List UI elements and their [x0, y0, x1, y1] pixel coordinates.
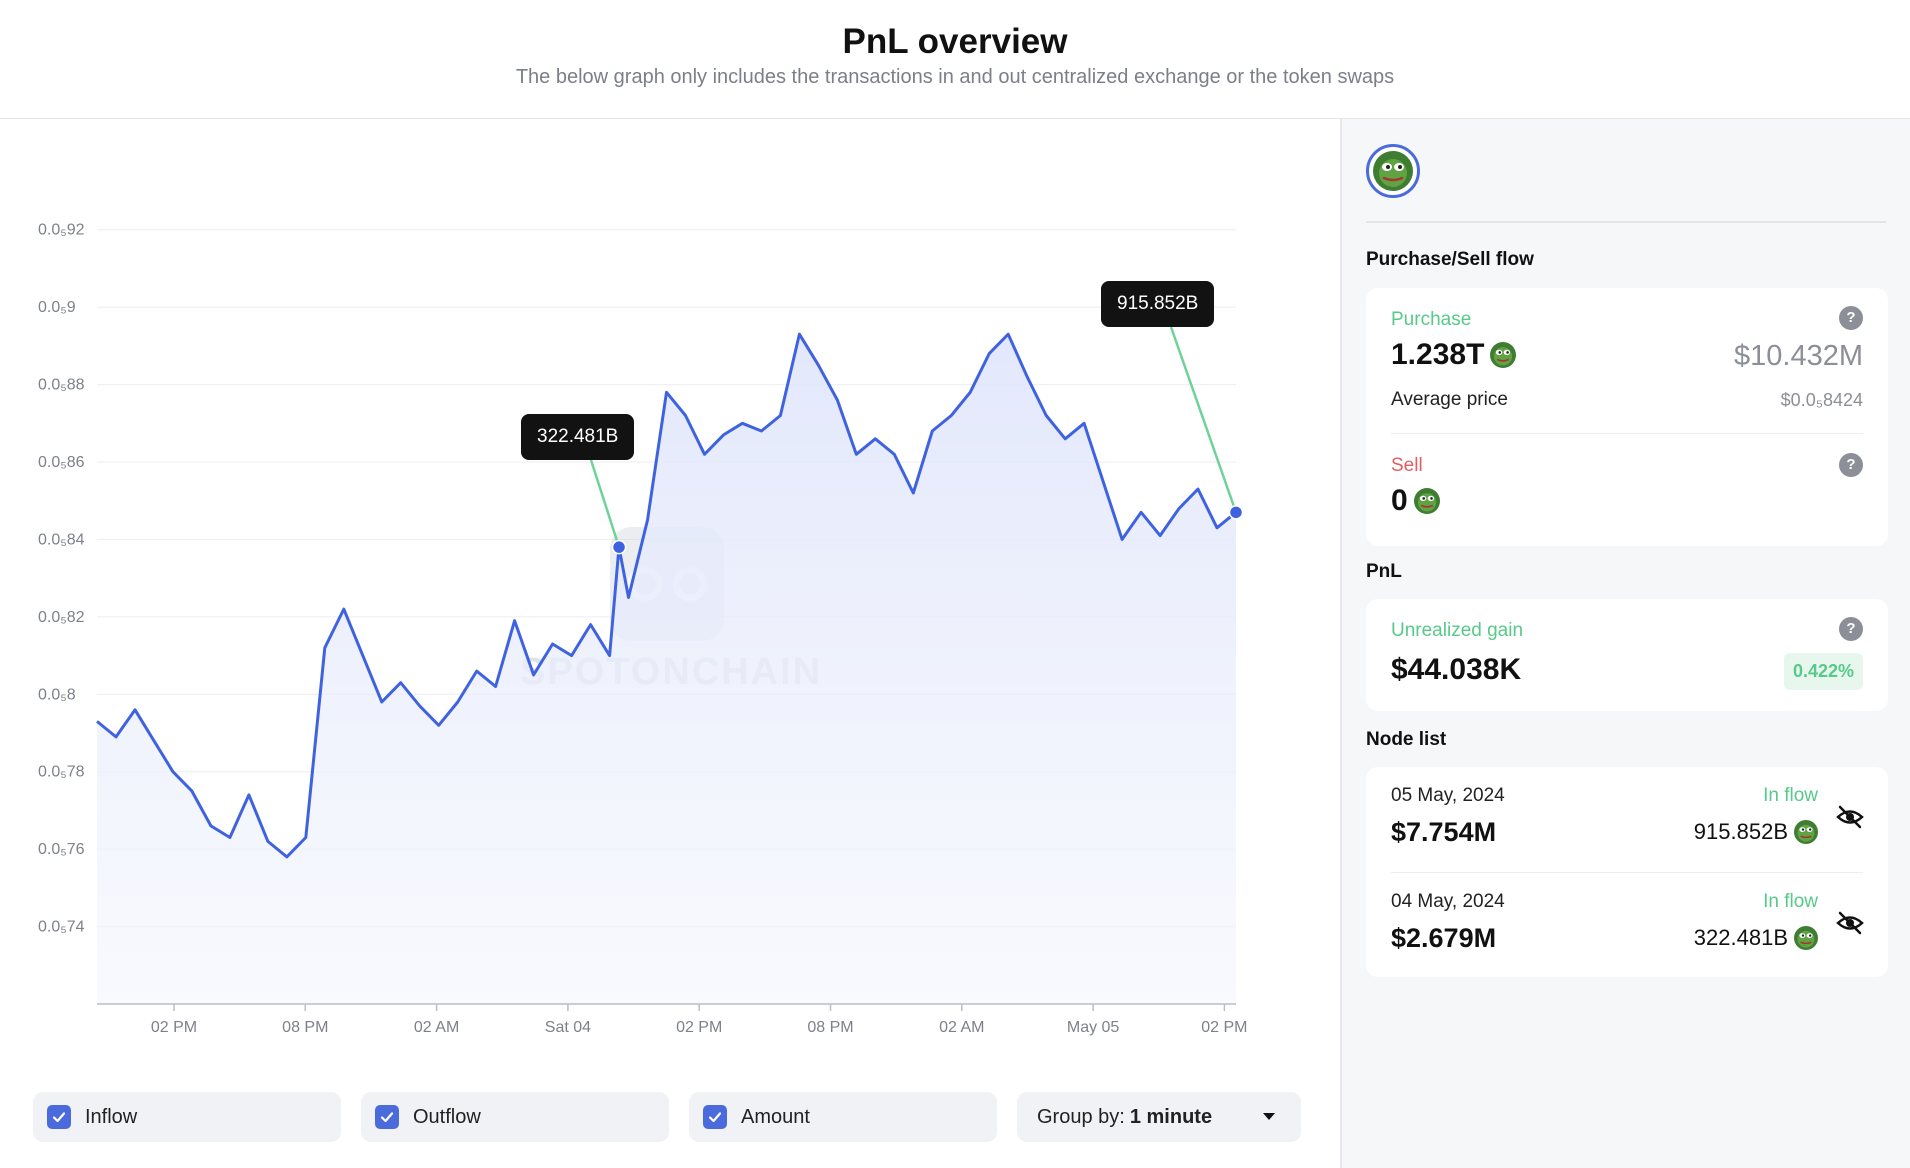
sell-amount: 0: [1391, 484, 1408, 517]
x-tick-label: 08 PM: [282, 1019, 328, 1036]
annotation-marker: [611, 539, 627, 555]
node-tooltip-915b: 915.852B: [1101, 281, 1215, 327]
purchase-sell-title: Purchase/Sell flow: [1366, 249, 1534, 270]
node-tooltip-322b: 322.481B: [521, 414, 635, 460]
node-date: 05 May, 2024: [1391, 785, 1505, 806]
caret-down-icon: [1263, 1113, 1275, 1120]
y-tick-label: 0.0₅84: [38, 531, 85, 548]
sell-amount-row: 0: [1391, 484, 1440, 518]
average-price-value: $0.0₅8424: [1780, 390, 1863, 410]
panel-divider: [1340, 119, 1342, 1168]
purchase-label: Purchase: [1391, 309, 1472, 330]
purchase-amount: 1.238T: [1391, 338, 1485, 371]
x-tick-label: 02 PM: [676, 1019, 722, 1036]
eye-off-icon[interactable]: [1836, 911, 1864, 935]
pnl-line-chart: 0.0₅92 0.0₅9 0.0₅88 0.0₅86 0.0₅84 0.0₅82 0.0₅8…: [38, 222, 1248, 1036]
y-tick-label: 0.0₅9: [38, 299, 76, 316]
page-header: PnL overview The below graph only includ…: [0, 0, 1910, 119]
node-value: $2.679M: [1391, 923, 1497, 953]
amount-label: Amount: [741, 1105, 810, 1128]
node-amount: 915.852B: [1693, 819, 1788, 844]
y-tick-label: 0.0₅86: [38, 454, 85, 471]
inflow-label: Inflow: [85, 1105, 138, 1128]
series-line-price: [96, 332, 1237, 859]
node-date: 04 May, 2024: [1391, 891, 1505, 912]
group-by-label: Group by:: [1037, 1105, 1125, 1128]
y-tick-label: 0.0₅82: [38, 609, 85, 626]
x-tick-label: 08 PM: [807, 1019, 853, 1036]
unrealized-gain-label: Unrealized gain: [1391, 620, 1524, 641]
unrealized-gain-value: $44.038K: [1391, 653, 1522, 686]
y-tick-label: 0.0₅78: [38, 764, 85, 781]
side-panel: Purchase/Sell flow Purchase ? 1.238T $10…: [1342, 119, 1910, 1168]
unrealized-gain-percent: 0.422%: [1783, 653, 1863, 690]
node-value: $7.754M: [1391, 817, 1497, 847]
outflow-toggle[interactable]: Outflow: [361, 1092, 669, 1142]
pepe-token-icon: [1794, 820, 1818, 844]
node-amount: 322.481B: [1693, 925, 1788, 950]
pepe-token-icon: [1490, 342, 1517, 368]
group-by-select[interactable]: Group by: 1 minute: [1017, 1092, 1301, 1142]
outflow-label: Outflow: [413, 1105, 481, 1128]
node-flow: In flow: [1763, 891, 1818, 912]
x-tick-label: May 05: [1067, 1019, 1120, 1036]
y-tick-label: 0.0₅92: [38, 222, 85, 239]
y-tick-label: 0.0₅76: [38, 841, 85, 858]
node-list-card: 05 May, 2024 $7.754M In flow 915.852B: [1366, 767, 1888, 977]
sell-label: Sell: [1391, 455, 1423, 476]
purchase-value: $10.432M: [1734, 340, 1863, 372]
pepe-token-icon: [1794, 926, 1818, 950]
list-item[interactable]: 05 May, 2024 $7.754M In flow 915.852B: [1366, 767, 1888, 872]
pnl-section-title: PnL: [1366, 561, 1402, 582]
annotation-marker: [1228, 505, 1244, 520]
y-tick-label: 0.0₅74: [38, 919, 85, 936]
y-tick-label: 0.0₅88: [38, 377, 85, 394]
series-area: [97, 334, 1236, 1004]
help-icon[interactable]: ?: [1839, 453, 1863, 477]
node-amount-row: 322.481B: [1694, 925, 1818, 951]
page-subtitle: The below graph only includes the transa…: [515, 66, 1395, 88]
inflow-toggle[interactable]: Inflow: [33, 1092, 341, 1142]
annotation-leader-line: [1169, 326, 1238, 513]
pepe-token-icon: [1373, 151, 1413, 191]
group-by-value: 1 minute: [1129, 1105, 1213, 1128]
node-flow: In flow: [1763, 785, 1818, 806]
page-title: PnL overview: [842, 22, 1068, 61]
list-item[interactable]: 04 May, 2024 $2.679M In flow 322.481B: [1366, 872, 1888, 977]
pnl-card: Unrealized gain ? $44.038K 0.422%: [1366, 599, 1888, 711]
checkbox-checked-icon[interactable]: [47, 1105, 71, 1129]
checkbox-checked-icon[interactable]: [375, 1105, 399, 1129]
checkbox-checked-icon[interactable]: [703, 1105, 727, 1129]
pepe-token-icon: [1413, 488, 1440, 514]
annotation-leader-line: [589, 459, 621, 548]
average-price-label: Average price: [1391, 389, 1508, 410]
amount-toggle[interactable]: Amount: [689, 1092, 997, 1142]
purchase-sell-card: Purchase ? 1.238T $10.432M Average price…: [1366, 288, 1888, 546]
purchase-amount-row: 1.238T: [1391, 338, 1517, 372]
help-icon[interactable]: ?: [1839, 617, 1863, 641]
row-separator: [1391, 872, 1863, 873]
x-tick-label: 02 PM: [151, 1019, 197, 1036]
chart-area: 0.0₅92 0.0₅9 0.0₅88 0.0₅86 0.0₅84 0.0₅82 0.0₅8…: [0, 119, 1340, 1168]
node-list-title: Node list: [1366, 729, 1447, 750]
eye-off-icon[interactable]: [1836, 805, 1864, 829]
token-avatar[interactable]: [1366, 144, 1420, 198]
x-tick-label: 02 AM: [414, 1019, 459, 1036]
row-separator: [1391, 433, 1863, 434]
x-tick-label: 02 PM: [1201, 1019, 1247, 1036]
y-tick-label: 0.0₅8: [38, 686, 76, 703]
node-amount-row: 915.852B: [1694, 819, 1818, 845]
help-icon[interactable]: ?: [1839, 306, 1863, 330]
x-tick-label: Sat 04: [545, 1019, 591, 1036]
x-tick-label: 02 AM: [939, 1019, 984, 1036]
panel-separator: [1366, 221, 1886, 223]
